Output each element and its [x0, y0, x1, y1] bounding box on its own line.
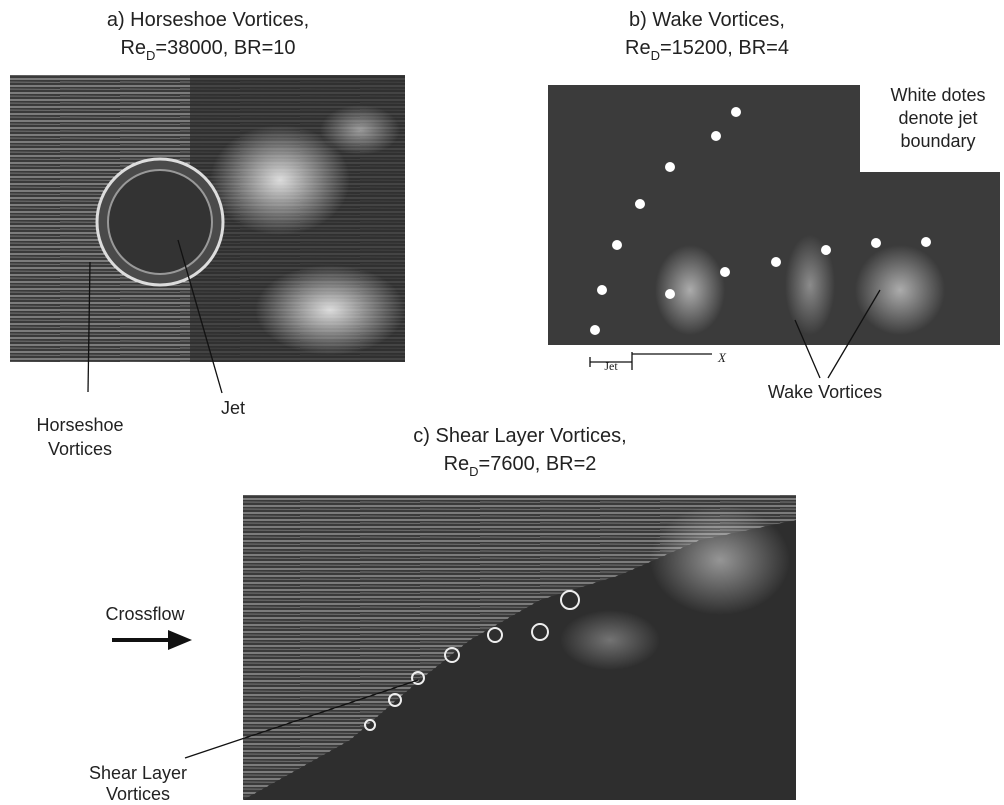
- panel-title: a) Horseshoe Vortices,: [107, 9, 309, 31]
- label: Horseshoe: [36, 415, 123, 435]
- figure: a) Horseshoe Vortices, ReD=38000, BR=10 …: [0, 0, 1004, 805]
- panel-c: c) Shear Layer Vortices, ReD=7600, BR=2 …: [89, 425, 796, 804]
- jet: [108, 170, 212, 274]
- panel-params: ReD=38000, BR=10: [120, 37, 295, 63]
- smoke: [255, 265, 405, 355]
- note: White dotes: [890, 85, 985, 105]
- panel-a: a) Horseshoe Vortices, ReD=38000, BR=10 …: [10, 9, 405, 459]
- panel-title: b) Wake Vortices,: [629, 9, 785, 31]
- smoke: [855, 245, 945, 335]
- panel-b: b) Wake Vortices, ReD=15200, BR=4 White …: [548, 9, 1000, 402]
- label: Vortices: [106, 784, 170, 804]
- smoke: [320, 105, 400, 155]
- note: boundary: [900, 131, 975, 151]
- smoke: [650, 505, 790, 615]
- panel-params: ReD=15200, BR=4: [625, 37, 789, 63]
- note: denote jet: [898, 108, 977, 128]
- panel-title: c) Shear Layer Vortices,: [413, 425, 626, 447]
- label: Shear Layer: [89, 763, 187, 783]
- label: Crossflow: [105, 604, 185, 624]
- scale-label: Jet: [604, 359, 618, 373]
- label: Wake Vortices: [768, 382, 882, 402]
- label: Vortices: [48, 439, 112, 459]
- smoke: [655, 245, 725, 335]
- arrow-head: [168, 630, 192, 650]
- smoke: [560, 610, 660, 670]
- scale-label: X: [717, 350, 727, 365]
- label: Jet: [221, 398, 245, 418]
- panel-params: ReD=7600, BR=2: [444, 453, 597, 479]
